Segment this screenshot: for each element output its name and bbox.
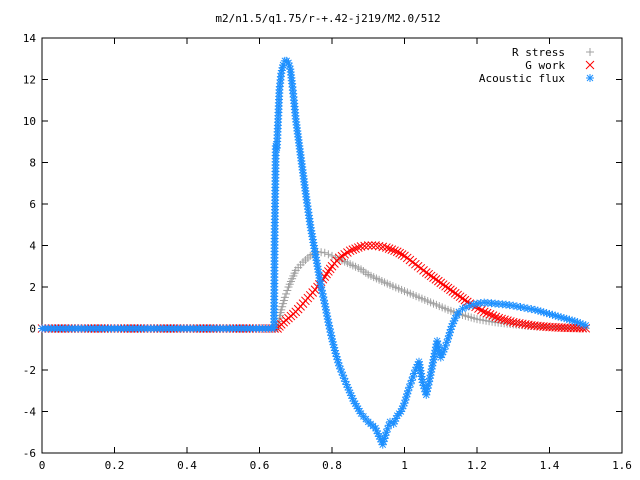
data-point — [322, 269, 331, 279]
y-tick-label: 4 — [29, 240, 36, 253]
data-point — [476, 305, 486, 315]
data-point — [324, 267, 333, 276]
data-point — [390, 246, 399, 256]
y-tick-label: -6 — [23, 447, 36, 460]
data-point — [367, 241, 377, 250]
y-tick-label: 12 — [23, 74, 36, 87]
data-point — [316, 277, 325, 286]
data-point — [392, 247, 402, 257]
legend-label: Acoustic flux — [479, 72, 565, 85]
data-point — [500, 315, 509, 325]
data-point — [503, 316, 512, 325]
data-point — [581, 321, 590, 330]
x-tick-label: 0 — [39, 459, 46, 472]
x-tick-label: 0.4 — [177, 459, 197, 472]
data-point — [346, 388, 355, 397]
data-point — [374, 241, 384, 251]
data-point — [533, 306, 542, 315]
data-point — [491, 312, 501, 322]
legend-marker — [586, 74, 594, 82]
data-point — [280, 293, 289, 302]
x-tick-label: 1.2 — [467, 459, 487, 472]
data-point — [337, 251, 347, 261]
data-point — [324, 250, 333, 259]
data-point — [482, 308, 492, 318]
legend-label: G work — [525, 59, 565, 72]
y-tick-label: 0 — [29, 323, 36, 336]
data-point — [344, 386, 353, 395]
y-tick-label: -4 — [23, 406, 37, 419]
data-point — [282, 289, 291, 298]
data-point — [371, 241, 380, 250]
x-tick-label: 0.8 — [322, 459, 342, 472]
series-layer — [37, 56, 591, 449]
data-point — [360, 241, 369, 251]
data-point — [384, 244, 394, 253]
data-point — [283, 286, 292, 295]
chart-title: m2/n1.5/q1.75/r-+.42-j219/M2.0/512 — [215, 12, 440, 25]
data-point — [325, 264, 335, 274]
data-point — [397, 250, 407, 259]
data-point — [387, 245, 397, 255]
y-tick-label: 6 — [29, 198, 36, 211]
data-point — [382, 243, 391, 252]
y-tick-label: 14 — [23, 32, 37, 45]
data-point — [395, 248, 405, 258]
data-point — [479, 307, 489, 317]
data-point — [320, 248, 329, 257]
data-point — [328, 251, 336, 260]
y-tick-label: 2 — [29, 281, 36, 294]
data-point — [334, 253, 344, 263]
data-point — [356, 242, 366, 251]
data-point — [485, 310, 495, 319]
axis-ticks — [41, 37, 623, 454]
data-point — [314, 265, 323, 274]
x-tick-label: 1 — [401, 459, 408, 472]
x-tick-label: 0.6 — [250, 459, 270, 472]
legend-label: R stress — [512, 46, 565, 59]
data-point — [345, 246, 355, 256]
data-point — [351, 244, 360, 253]
legend-marker — [586, 48, 594, 56]
plot-frame — [41, 37, 623, 454]
y-tick-label: 10 — [23, 115, 36, 128]
y-tick-label: 8 — [29, 157, 36, 170]
data-point — [317, 248, 326, 257]
data-point — [505, 317, 515, 326]
y-tick-label: -2 — [23, 364, 36, 377]
x-tick-label: 0.2 — [105, 459, 125, 472]
tick-labels: 0 0.2 0.4 0.6 0.8 1 1.2 1.4 1.6 -6 -4 -2 0 2 4 6 8 10 12 14 — [23, 32, 632, 472]
data-point — [348, 245, 358, 255]
x-tick-label: 1.4 — [540, 459, 560, 472]
data-point — [378, 242, 388, 252]
data-point — [340, 249, 350, 259]
data-point — [322, 308, 331, 317]
legend-marker — [585, 60, 595, 70]
data-point — [343, 248, 352, 257]
data-point — [497, 314, 507, 324]
data-point — [363, 241, 373, 250]
data-point — [494, 313, 504, 323]
x-tick-label: 1.6 — [612, 459, 632, 472]
series-acoustic-flux — [38, 56, 590, 449]
data-point — [488, 311, 498, 320]
data-point — [554, 312, 563, 321]
